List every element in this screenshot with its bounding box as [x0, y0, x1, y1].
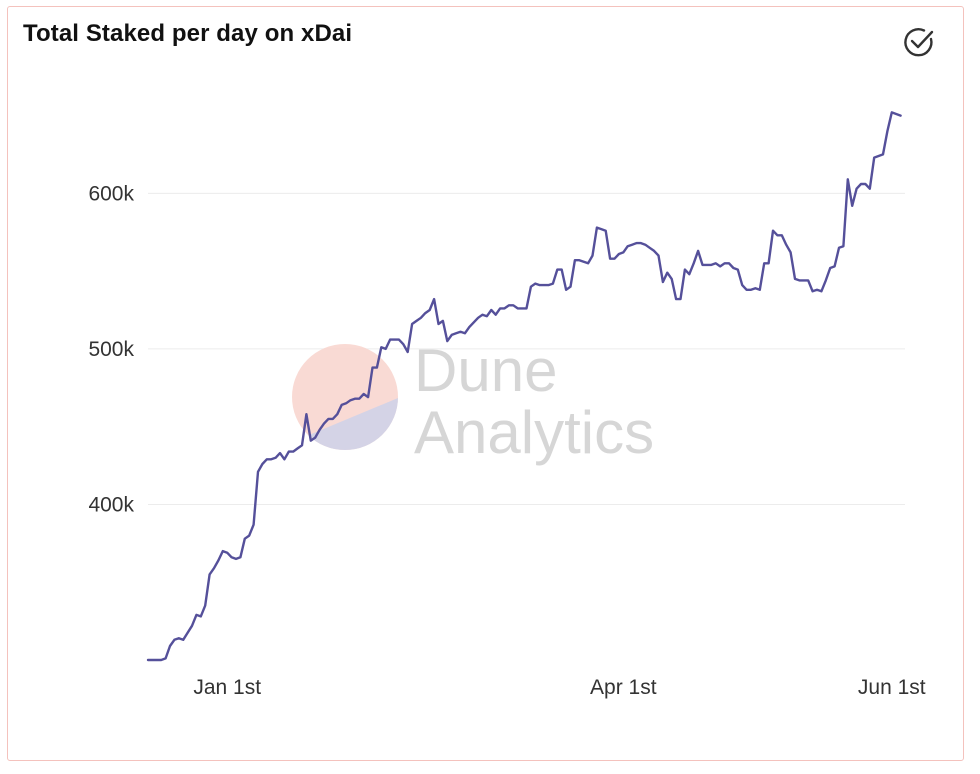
check-circle-icon[interactable] [902, 25, 936, 59]
y-tick-label: 500k [88, 338, 134, 361]
chart-card [7, 6, 964, 761]
series-layer [146, 111, 902, 662]
dune-analytics-watermark: Dune Analytics [292, 337, 654, 466]
series-line[interactable] [146, 111, 902, 662]
y-axis-ticks: 400k 500k 600k [88, 182, 134, 516]
chart-title: Total Staked per day on xDai [23, 20, 353, 47]
x-axis-ticks: Jan 1st Apr 1st Jun 1st [193, 676, 925, 699]
watermark-line1: Dune [414, 337, 557, 404]
x-tick-label: Apr 1st [590, 676, 657, 699]
x-tick-label: Jun 1st [858, 676, 926, 699]
watermark-line2: Analytics [414, 399, 654, 466]
y-tick-label: 600k [88, 182, 134, 205]
grid-lines [148, 192, 905, 505]
y-tick-label: 400k [88, 493, 134, 516]
x-tick-label: Jan 1st [193, 676, 261, 699]
